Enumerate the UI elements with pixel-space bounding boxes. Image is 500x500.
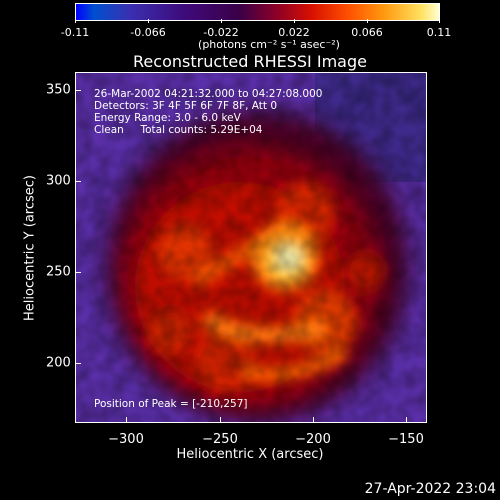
colorbar-tick-mark [367,19,368,23]
x-axis-label: Heliocentric X (arcsec) [176,447,324,462]
x-tick-mark [126,417,127,423]
colorbar-tick-mark [221,19,222,23]
y-tick-mark [75,90,81,91]
colorbar-tick-label: 0.11 [426,26,452,39]
solar-image [75,72,427,423]
y-tick-label: 250 [46,264,71,280]
x-tick-label: −300 [108,432,144,447]
colorbar-tick-label: -0.11 [60,26,90,39]
y-tick-label: 200 [46,355,71,371]
y-tick-mark [75,363,81,364]
peak-position-text: Position of Peak = [-210,257] [94,398,248,410]
colorbar-tick-mark [294,19,295,23]
detectors-text: Detectors: 3F 4F 5F 6F 7F 8F, Att 0 [94,100,278,112]
x-tick-mark [220,417,221,423]
y-tick-label: 350 [46,82,71,98]
energy-range-text: Energy Range: 3.0 - 6.0 keV [94,112,241,124]
colorbar-tick-mark [439,19,440,23]
plot-title: Reconstructed RHESSI Image [133,52,367,71]
time-range-text: 26-Mar-2002 04:21:32.000 to 04:27:08.000 [94,88,323,100]
x-tick-mark [313,417,314,423]
timestamp: 27-Apr-2022 23:04 [364,481,496,497]
clean-counts-text: Clean Total counts: 5.29E+04 [94,124,263,136]
x-tick-label: −200 [295,432,331,447]
colorbar-tick-mark [148,19,149,23]
y-tick-mark [75,181,81,182]
colorbar-tick-label: 0.066 [351,26,383,39]
x-tick-label: −150 [388,432,424,447]
x-tick-label: −250 [202,432,238,447]
colorbar-tick-label: -0.066 [130,26,166,39]
colorbar-unit-label: (photons cm⁻² s⁻¹ asec⁻²) [198,38,340,51]
y-tick-label: 300 [46,173,71,189]
y-tick-mark [75,272,81,273]
x-tick-mark [406,417,407,423]
y-axis-label: Heliocentric Y (arcsec) [22,175,38,321]
colorbar-tick-mark [75,19,76,23]
colorbar-tick-label: 0.022 [278,26,310,39]
colorbar [75,3,440,21]
colorbar-tick-label: -0.022 [203,26,239,39]
solar-image-canvas [75,72,427,423]
